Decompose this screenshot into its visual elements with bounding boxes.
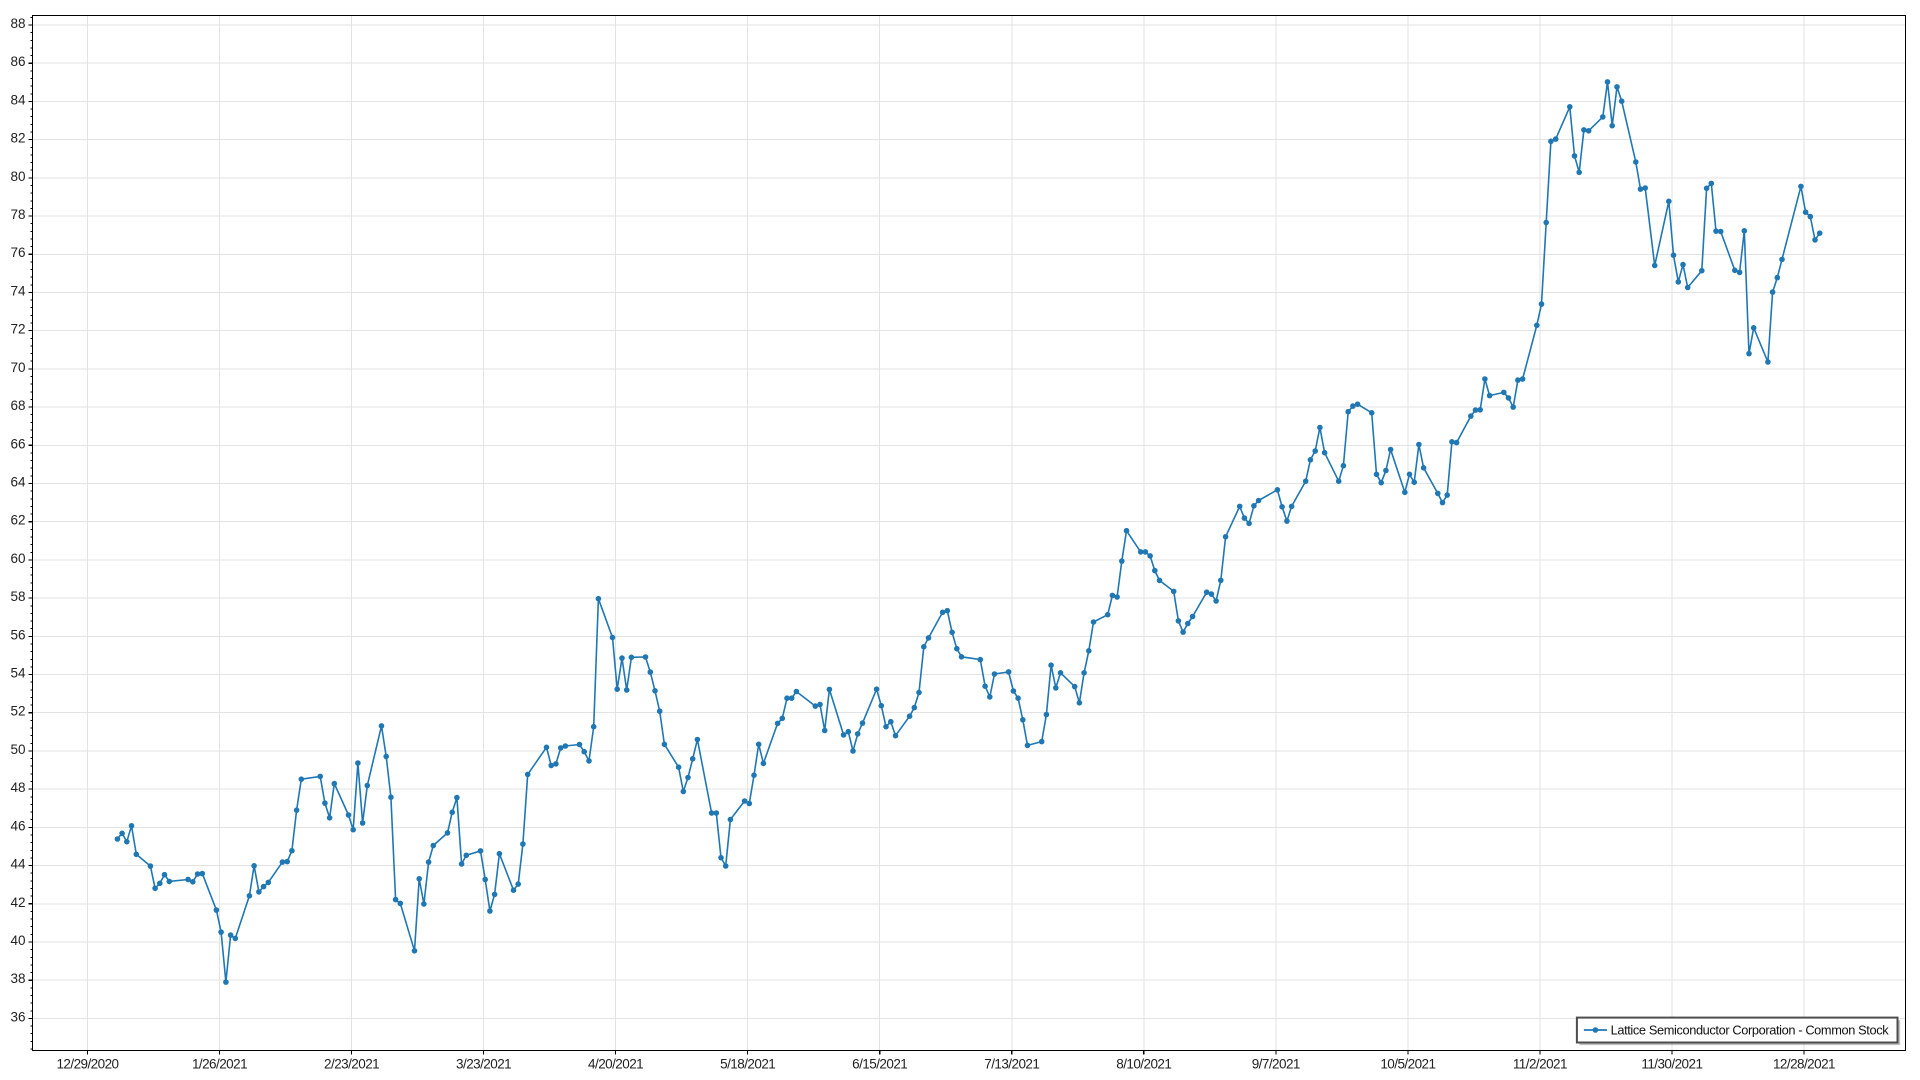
svg-text:2/23/2021: 2/23/2021 [324,1056,379,1071]
svg-text:36: 36 [10,1009,25,1024]
svg-text:12/28/2021: 12/28/2021 [1773,1056,1835,1071]
svg-text:9/7/2021: 9/7/2021 [1252,1056,1300,1071]
svg-text:42: 42 [10,895,25,910]
svg-text:48: 48 [10,780,25,795]
svg-text:80: 80 [10,169,25,184]
svg-text:62: 62 [10,513,25,528]
svg-text:86: 86 [10,54,25,69]
svg-text:7/13/2021: 7/13/2021 [984,1056,1039,1071]
svg-text:88: 88 [10,16,25,31]
svg-text:10/5/2021: 10/5/2021 [1380,1056,1435,1071]
svg-text:74: 74 [10,284,26,299]
svg-text:12/29/2020: 12/29/2020 [56,1056,118,1071]
svg-text:3/23/2021: 3/23/2021 [456,1056,511,1071]
svg-text:5/18/2021: 5/18/2021 [720,1056,775,1071]
svg-text:46: 46 [10,818,25,833]
svg-text:58: 58 [10,589,25,604]
svg-text:82: 82 [10,131,25,146]
svg-text:64: 64 [10,475,26,490]
svg-text:11/30/2021: 11/30/2021 [1641,1056,1702,1071]
svg-text:68: 68 [10,398,25,413]
svg-text:Lattice Semiconductor Corporat: Lattice Semiconductor Corporation - Comm… [1611,1023,1890,1038]
svg-text:8/10/2021: 8/10/2021 [1116,1056,1171,1071]
svg-text:70: 70 [10,360,25,375]
svg-text:72: 72 [10,322,25,337]
svg-text:66: 66 [10,436,25,451]
svg-text:84: 84 [10,92,26,107]
svg-text:38: 38 [10,971,25,986]
svg-text:60: 60 [10,551,25,566]
svg-text:76: 76 [10,245,25,260]
svg-text:1/26/2021: 1/26/2021 [192,1056,247,1071]
svg-text:78: 78 [10,207,25,222]
svg-text:54: 54 [10,666,26,681]
svg-text:40: 40 [10,933,25,948]
svg-text:6/15/2021: 6/15/2021 [852,1056,907,1071]
svg-text:52: 52 [10,704,25,719]
svg-text:11/2/2021: 11/2/2021 [1513,1056,1567,1071]
svg-text:4/20/2021: 4/20/2021 [588,1056,643,1071]
svg-text:56: 56 [10,627,25,642]
svg-text:44: 44 [10,857,26,872]
svg-text:50: 50 [10,742,25,757]
